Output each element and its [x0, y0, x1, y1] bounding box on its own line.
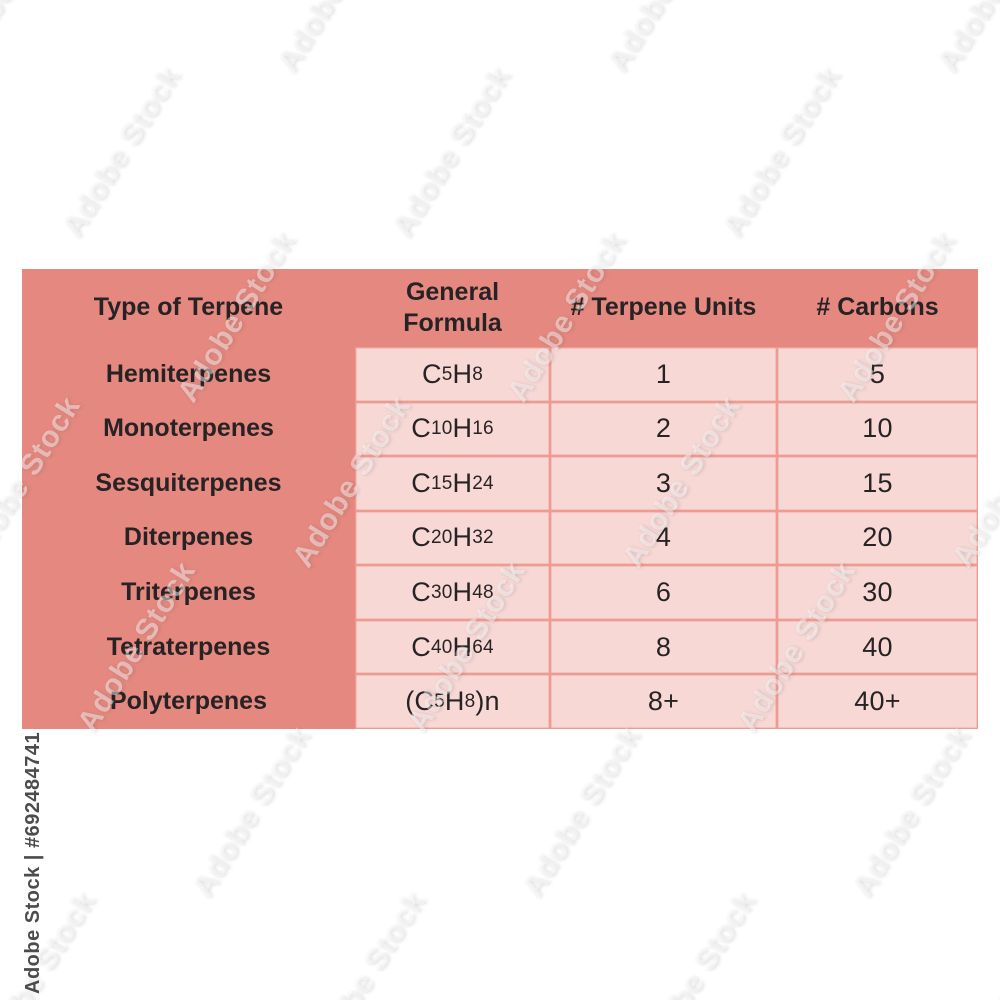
adobe-stock-watermark-tile: Adobe Stock [931, 0, 1000, 78]
adobe-stock-watermark-tile: Adobe Stock [271, 0, 403, 78]
adobe-stock-watermark-tile: Adobe Stock [961, 886, 1000, 1000]
adobe-stock-watermark-tile: Adobe Stock [516, 720, 648, 903]
adobe-stock-watermark-tile: Adobe Stock [716, 60, 848, 243]
adobe-stock-watermark-tile: Adobe Stock [0, 885, 103, 1000]
row-3-formula: C 15 H 24 [355, 456, 550, 511]
row-7-type: Polyterpenes [22, 674, 355, 729]
terpene-table: Type of Terpene General Formula # Terpen… [22, 269, 978, 729]
row-2-formula: C 10 H 16 [355, 401, 550, 457]
stock-id-watermark: Adobe Stock | #692484741 [22, 731, 44, 994]
row-3-carbons: 15 [777, 456, 978, 511]
adobe-stock-watermark-tile: Adobe Stock [301, 885, 433, 1000]
adobe-stock-watermark-tile: Adobe Stock [0, 0, 73, 78]
row-2-carbons: 10 [777, 401, 978, 457]
row-1-carbons: 5 [777, 347, 978, 402]
row-5-formula: C 30 H 48 [355, 565, 550, 620]
column-header-general-formula: General Formula [355, 269, 550, 347]
row-4-type: Diterpenes [22, 510, 355, 566]
row-5-carbons: 30 [777, 565, 978, 620]
row-6-carbons: 40 [777, 619, 978, 675]
adobe-stock-watermark-tile: Adobe Stock [631, 885, 763, 1000]
adobe-stock-watermark-tile: Adobe Stock [846, 720, 978, 903]
adobe-stock-watermark-tile: Adobe Stock [386, 60, 518, 243]
adobe-stock-watermark-tile: Adobe Stock [186, 720, 318, 903]
adobe-stock-watermark-tile: Adobe Stock [601, 0, 733, 78]
column-header-terpene-units: # Terpene Units [550, 269, 777, 347]
column-header-carbons: # Carbons [777, 269, 978, 347]
row-5-type: Triterpenes [22, 565, 355, 620]
row-3-type: Sesquiterpenes [22, 456, 355, 511]
adobe-stock-watermark-tile: Adobe Stock [56, 60, 188, 243]
row-6-units: 8 [550, 619, 777, 675]
column-header-type-of-terpene: Type of Terpene [22, 269, 355, 347]
row-1-units: 1 [550, 347, 777, 402]
row-4-carbons: 20 [777, 510, 978, 566]
row-1-type: Hemiterpenes [22, 347, 355, 402]
row-6-formula: C 40 H 64 [355, 619, 550, 675]
row-4-formula: C 20 H 32 [355, 510, 550, 566]
row-3-units: 3 [550, 456, 777, 511]
row-6-type: Tetraterpenes [22, 619, 355, 675]
row-2-type: Monoterpenes [22, 401, 355, 457]
row-7-formula: (C 5 H 8)n [355, 674, 550, 729]
row-4-units: 4 [550, 510, 777, 566]
row-7-carbons: 40+ [777, 674, 978, 729]
row-2-units: 2 [550, 401, 777, 457]
row-5-units: 6 [550, 565, 777, 620]
row-7-units: 8+ [550, 674, 777, 729]
